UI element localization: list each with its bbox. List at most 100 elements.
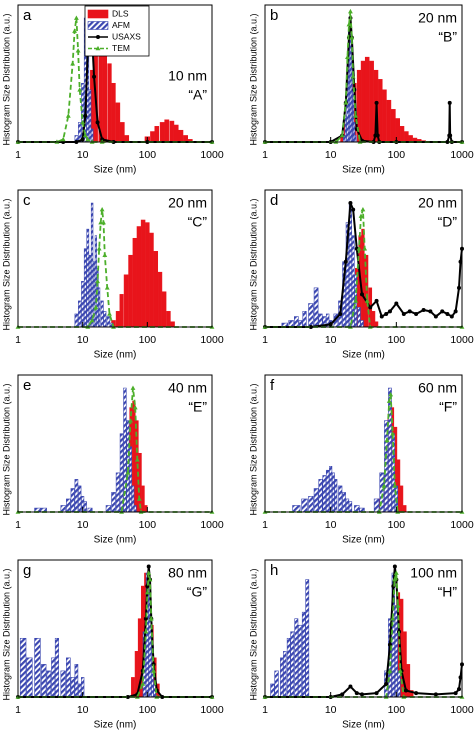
bar bbox=[391, 109, 396, 143]
x-tick-label: 100 bbox=[139, 149, 157, 161]
hatched-bar bbox=[373, 498, 380, 513]
series-marker bbox=[354, 691, 359, 696]
series-marker bbox=[397, 668, 403, 673]
series-marker bbox=[144, 590, 150, 595]
bar bbox=[399, 126, 405, 143]
hatched-bar bbox=[302, 311, 307, 328]
y-axis-label: Histogram Size Distribution (a.u.) bbox=[1, 383, 11, 515]
hatched-bar bbox=[133, 505, 137, 513]
series-marker bbox=[92, 74, 97, 79]
hatched-bar bbox=[301, 611, 306, 698]
series-marker bbox=[390, 431, 396, 436]
bar bbox=[136, 226, 142, 328]
series-marker bbox=[349, 35, 355, 40]
bar bbox=[382, 89, 387, 143]
x-tick-label: 10 bbox=[325, 704, 337, 716]
series-marker bbox=[428, 309, 433, 314]
size-annotation: “H” bbox=[438, 584, 458, 600]
hatched-bar bbox=[394, 605, 398, 698]
series-marker bbox=[70, 61, 76, 66]
bar bbox=[115, 102, 121, 143]
series-marker bbox=[381, 483, 387, 488]
hatched-bar bbox=[329, 466, 333, 513]
y-axis-label: Histogram Size Distribution (a.u.) bbox=[1, 568, 11, 700]
series-marker bbox=[148, 616, 154, 621]
hatched-bar bbox=[78, 683, 82, 698]
bar bbox=[360, 60, 366, 143]
series-marker bbox=[73, 15, 79, 20]
hatched-bar bbox=[294, 618, 299, 698]
series-marker bbox=[95, 120, 100, 125]
panel-label: f bbox=[270, 377, 275, 394]
series-marker bbox=[353, 298, 359, 303]
hatched-bar bbox=[83, 501, 87, 513]
hatched-bar bbox=[83, 248, 87, 328]
hatched-bar bbox=[106, 316, 111, 328]
bar bbox=[111, 82, 116, 143]
hatched-bar bbox=[313, 287, 319, 328]
size-annotation: 40 nm bbox=[168, 380, 207, 396]
hatched-bar bbox=[397, 670, 401, 698]
series-marker bbox=[85, 136, 91, 142]
bar bbox=[157, 271, 163, 328]
bar bbox=[119, 122, 125, 143]
plot-background bbox=[18, 375, 212, 512]
size-annotation: 20 nm bbox=[168, 195, 207, 211]
series-marker bbox=[368, 305, 373, 310]
series-marker bbox=[440, 309, 445, 314]
series-line bbox=[265, 393, 462, 513]
plot-frame bbox=[264, 559, 463, 698]
hatched-bar bbox=[354, 135, 357, 143]
bar bbox=[166, 311, 171, 328]
size-annotation: 20 nm bbox=[418, 10, 457, 26]
x-tick-label: 10 bbox=[325, 149, 337, 161]
size-annotation: “F” bbox=[439, 399, 457, 415]
x-tick-label: 10 bbox=[325, 334, 337, 346]
panel-label: c bbox=[23, 192, 31, 209]
series-marker bbox=[362, 246, 368, 251]
hatched-bar bbox=[103, 311, 107, 328]
series-marker bbox=[384, 681, 389, 686]
size-annotation: 80 nm bbox=[168, 565, 207, 581]
hatched-bar bbox=[345, 498, 350, 513]
size-annotation: 60 nm bbox=[418, 380, 457, 396]
hatched-bar bbox=[98, 287, 101, 328]
hatched-bar bbox=[342, 492, 346, 513]
x-tick-label: 10 bbox=[77, 704, 89, 716]
hatched-bar bbox=[74, 313, 79, 328]
x-tick-label: 10 bbox=[77, 149, 89, 161]
legend-label: DLS bbox=[112, 8, 129, 18]
panel-label: a bbox=[23, 7, 32, 24]
bar bbox=[164, 119, 170, 143]
series-line bbox=[265, 10, 462, 143]
hatched-bar bbox=[46, 670, 52, 698]
series-marker bbox=[387, 668, 393, 673]
bar bbox=[140, 219, 146, 328]
series-line bbox=[265, 202, 463, 328]
legend-marker bbox=[95, 45, 101, 51]
hatched-bar bbox=[331, 472, 335, 513]
hatched-bar bbox=[26, 657, 33, 698]
x-axis-label: Size (nm) bbox=[94, 535, 137, 546]
hatched-bar bbox=[322, 475, 327, 513]
series-marker bbox=[433, 314, 438, 319]
hatched-bar bbox=[78, 122, 82, 143]
bar bbox=[404, 131, 409, 143]
series-line bbox=[18, 208, 212, 328]
series-marker bbox=[392, 483, 398, 488]
series-marker bbox=[392, 564, 397, 569]
series-marker bbox=[95, 278, 100, 284]
hatched-bar bbox=[274, 670, 279, 698]
x-axis-label: Size (nm) bbox=[342, 165, 385, 176]
x-tick-label: 1 bbox=[15, 334, 21, 346]
hatched-bar bbox=[290, 631, 295, 698]
series-marker bbox=[374, 298, 379, 303]
series-marker bbox=[343, 100, 349, 105]
hatched-bar bbox=[280, 657, 284, 698]
y-axis-label: Histogram Size Distribution (a.u.) bbox=[1, 198, 11, 330]
series-marker bbox=[359, 692, 364, 697]
series-line bbox=[18, 387, 212, 513]
bar bbox=[154, 126, 160, 143]
series-marker bbox=[447, 100, 452, 105]
x-tick-label: 10 bbox=[77, 519, 89, 531]
